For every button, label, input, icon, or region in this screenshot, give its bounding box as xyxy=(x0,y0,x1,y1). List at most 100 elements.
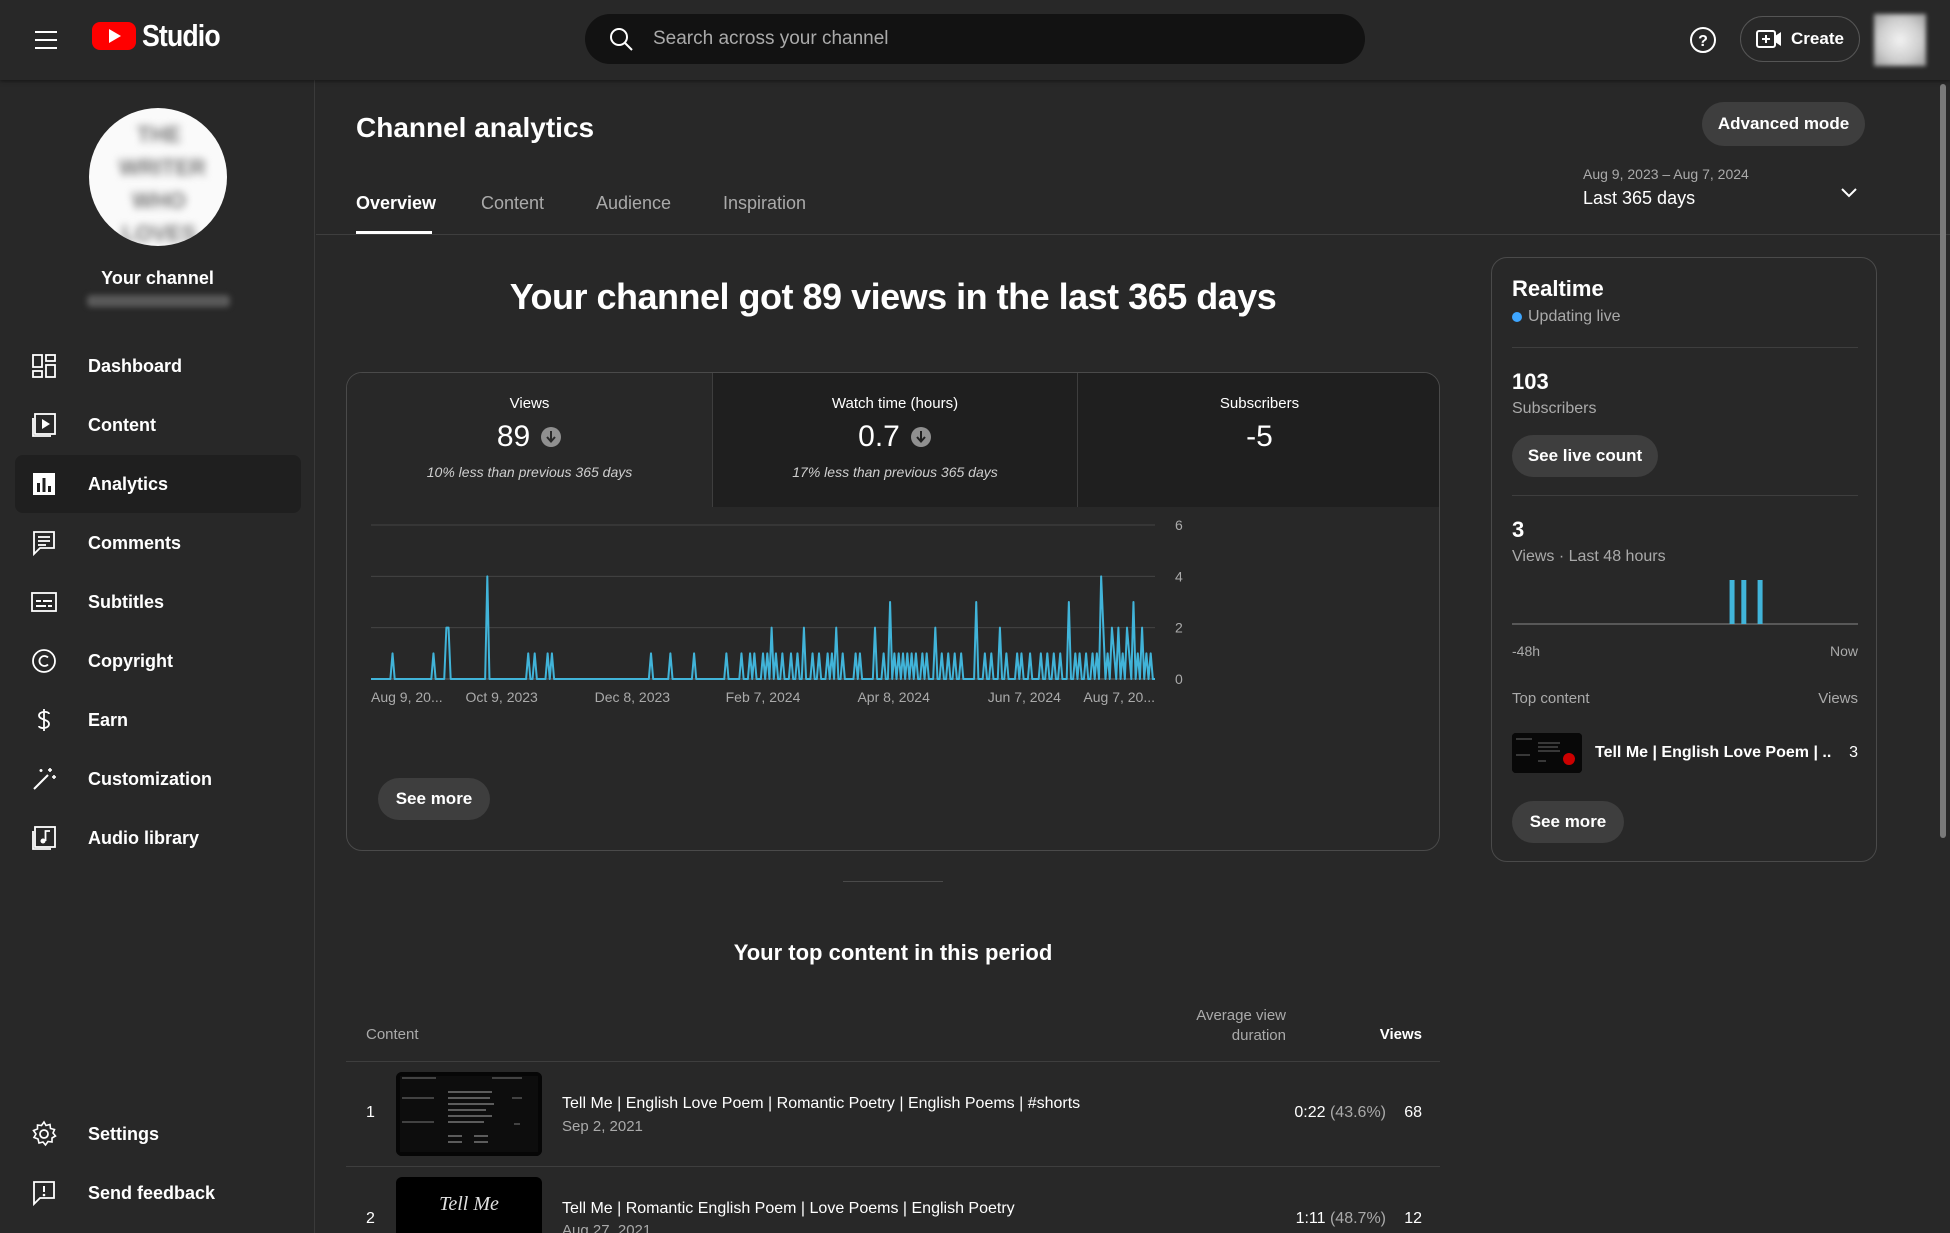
customization-icon xyxy=(33,768,56,790)
realtime-see-more-button[interactable]: See more xyxy=(1512,801,1624,843)
chart-x-tick-label: Aug 9, 20... xyxy=(371,689,443,705)
realtime-views-chart xyxy=(1512,580,1858,625)
video-title[interactable]: Tell Me | Romantic English Poem | Love P… xyxy=(562,1200,1015,1217)
column-header-content: Content xyxy=(366,1026,419,1043)
metric-value: 89 xyxy=(496,420,531,453)
channel-handle xyxy=(87,295,230,307)
create-button-label: Create xyxy=(1791,29,1844,48)
sidebar-item-label: Copyright xyxy=(88,650,173,671)
realtime-views-bar xyxy=(1729,580,1735,624)
youtube-logo-icon xyxy=(92,22,136,50)
avg-view-duration: 0:22 (43.6%) xyxy=(1186,1104,1386,1122)
realtime-top-views-label: Views xyxy=(1818,690,1858,707)
see-more-button[interactable]: See more xyxy=(378,778,490,820)
search-input[interactable] xyxy=(653,28,1333,50)
sidebar-item-dashboard[interactable]: Dashboard xyxy=(15,337,301,395)
sidebar-item-label: Customization xyxy=(88,768,212,789)
subtitles-icon xyxy=(31,592,57,612)
audio-library-icon xyxy=(32,826,56,850)
sidebar-item-send-feedback[interactable]: Send feedback xyxy=(15,1164,301,1222)
column-header-line: Average view xyxy=(1196,1007,1286,1024)
menu-icon[interactable] xyxy=(28,25,66,55)
scrollbar[interactable] xyxy=(1940,84,1946,838)
realtime-video-title[interactable]: Tell Me | English Love Poem | ... xyxy=(1595,744,1831,761)
copyright-icon xyxy=(32,649,56,673)
metric-value: 0.7 xyxy=(858,420,900,453)
realtime-views-bar xyxy=(1741,580,1747,624)
views-chart: 0 2 4 6 Aug 9, 20... Oct 9, 2023 Dec 8, 2023 Fe… xyxy=(347,507,1439,850)
sidebar-item-label: Subtitles xyxy=(88,591,165,612)
realtime-views-value: 3 xyxy=(1512,517,1525,542)
video-views: 12 xyxy=(1404,1210,1422,1227)
tab-inspiration[interactable]: Inspiration xyxy=(723,193,807,213)
row-rank: 2 xyxy=(366,1210,375,1227)
realtime-video-thumbnail[interactable] xyxy=(1512,733,1582,773)
arrow-down-icon xyxy=(910,427,931,447)
tab-overview[interactable]: Overview xyxy=(356,193,437,213)
tabs-divider xyxy=(316,234,1950,235)
chevron-down-icon[interactable] xyxy=(1838,182,1860,204)
realtime-live-indicator: Updating live xyxy=(1512,308,1621,326)
avg-view-duration: 1:11 (48.7%) xyxy=(1186,1210,1386,1228)
tab-audience[interactable]: Audience xyxy=(596,193,672,213)
metric-note: 17% less than previous 365 days xyxy=(792,464,998,480)
sidebar-item-label: Content xyxy=(88,414,156,435)
help-icon[interactable]: ? xyxy=(1688,25,1718,55)
tab-content[interactable]: Content xyxy=(481,193,545,213)
video-views: 68 xyxy=(1404,1104,1422,1121)
sidebar-item-customization[interactable]: Customization xyxy=(15,750,301,808)
column-header-avg-view-duration[interactable]: Average view duration xyxy=(1100,1006,1286,1046)
studio-logo[interactable]: Studio xyxy=(92,18,232,54)
create-button[interactable]: Create xyxy=(1740,16,1860,62)
chart-x-tick-label: Aug 7, 20... xyxy=(1083,689,1155,705)
chart-y-tick-label: 0 xyxy=(1175,671,1183,687)
chart-x-tick-label: Dec 8, 2023 xyxy=(595,689,671,705)
sidebar-item-audio-library[interactable]: Audio library xyxy=(15,809,301,867)
sidebar-item-label: Analytics xyxy=(88,473,169,494)
metric-watch-time[interactable]: Watch time (hours) 0.7 17% less than pre… xyxy=(713,373,1077,507)
sidebar-item-content[interactable]: Content xyxy=(15,396,301,454)
page-title: Channel analytics xyxy=(356,112,595,143)
studio-logo-text: Studio xyxy=(142,18,221,53)
avg-view-duration-percent: (43.6%) xyxy=(1329,1104,1386,1121)
column-header-views[interactable]: Views xyxy=(1379,1026,1422,1043)
video-title[interactable]: Tell Me | English Love Poem | Romantic P… xyxy=(562,1095,1081,1112)
advanced-mode-button[interactable]: Advanced mode xyxy=(1702,102,1865,146)
earn-icon xyxy=(38,709,50,731)
sidebar-item-label: Earn xyxy=(88,709,129,730)
avg-view-duration-percent: (48.7%) xyxy=(1329,1210,1386,1227)
overview-card: Views 89 10% less than previous 365 days… xyxy=(346,372,1440,851)
sidebar-item-analytics[interactable]: Analytics xyxy=(15,455,301,513)
sidebar: THE WRITER WHO LOVES Your channel Dashbo… xyxy=(0,80,315,1233)
realtime-subscribers-label: Subscribers xyxy=(1512,400,1597,417)
metric-label: Views xyxy=(509,395,550,412)
metric-divider xyxy=(1077,373,1078,507)
date-range-label: Last 365 days xyxy=(1583,188,1696,208)
sidebar-item-copyright[interactable]: Copyright xyxy=(15,632,301,690)
channel-avatar[interactable]: THE WRITER WHO LOVES xyxy=(89,108,227,246)
video-thumbnail[interactable]: Tell Me xyxy=(396,1177,542,1233)
sidebar-item-subtitles[interactable]: Subtitles xyxy=(15,573,301,631)
realtime-views-label: Views · Last 48 hours xyxy=(1512,548,1666,565)
date-range-picker[interactable]: Aug 9, 2023 – Aug 7, 2024 Last 365 days xyxy=(1583,166,1863,216)
chart-series-line xyxy=(371,575,1155,680)
realtime-card: Realtime Updating live 103 Subscribers S… xyxy=(1491,257,1877,862)
account-avatar[interactable] xyxy=(1874,14,1926,66)
sidebar-item-earn[interactable]: Earn xyxy=(15,691,301,749)
video-date: Aug 27, 2021 xyxy=(562,1222,652,1233)
search-bar[interactable] xyxy=(585,14,1365,64)
metric-views[interactable]: Views 89 10% less than previous 365 days xyxy=(347,373,712,507)
see-live-count-button[interactable]: See live count xyxy=(1512,435,1658,477)
table-row[interactable]: 2 Tell Me Tell Me | Romantic English Poe… xyxy=(346,1167,1440,1233)
chart-x-tick-label: Jun 7, 2024 xyxy=(988,689,1061,705)
metric-subscribers[interactable]: Subscribers -5 xyxy=(1078,373,1439,507)
realtime-views-bar xyxy=(1757,580,1763,624)
video-thumbnail[interactable] xyxy=(396,1072,542,1156)
realtime-top-content-label: Top content xyxy=(1512,690,1590,707)
sidebar-item-comments[interactable]: Comments xyxy=(15,514,301,572)
chart-x-tick-label: Apr 8, 2024 xyxy=(857,689,930,705)
top-bar: Studio ? Create xyxy=(0,0,1950,80)
chart-y-tick-label: 2 xyxy=(1175,620,1183,636)
table-row[interactable]: 1 Tell Me | English Love Poem | Romantic… xyxy=(346,1062,1440,1166)
sidebar-item-settings[interactable]: Settings xyxy=(15,1105,301,1163)
